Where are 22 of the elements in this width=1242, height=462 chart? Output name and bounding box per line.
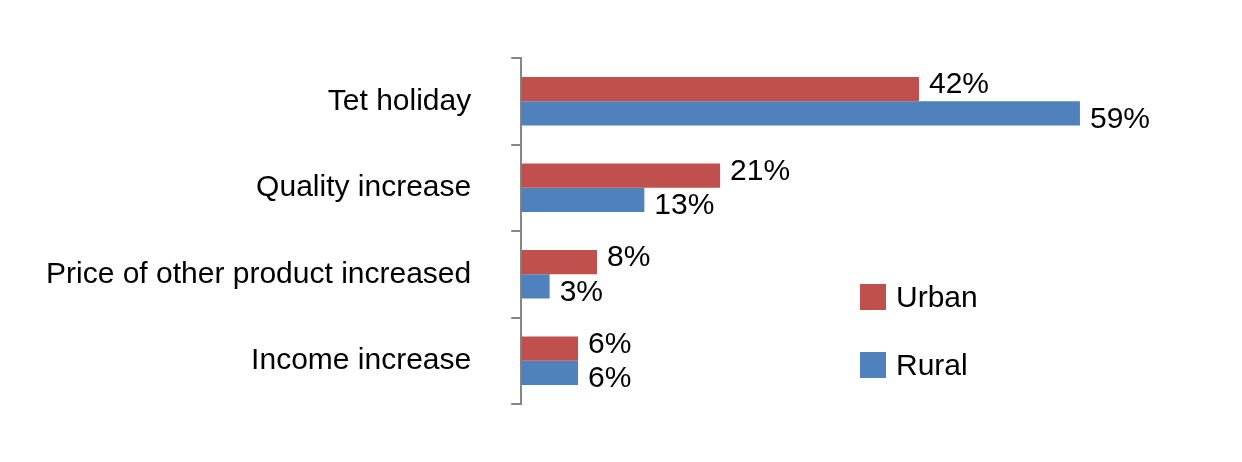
bar [521, 187, 645, 212]
legend-label: Rural [896, 348, 968, 382]
data-label: 42% [928, 66, 990, 100]
data-label: 6% [588, 360, 632, 394]
bar [521, 77, 919, 102]
bar [521, 250, 597, 275]
y-tick-label: Tet holiday [327, 82, 472, 116]
y-tick-label: Quality increase [256, 169, 472, 203]
bar [521, 336, 579, 361]
bar [521, 274, 550, 299]
data-label: 6% [588, 325, 632, 359]
data-label: 59% [1089, 100, 1150, 134]
bar [521, 360, 579, 385]
data-label: 3% [559, 273, 603, 307]
bar [521, 163, 721, 188]
data-label: 8% [606, 239, 651, 273]
legend-label: Urban [896, 280, 978, 314]
y-tick-label: Price of other product increased [46, 255, 472, 289]
data-label: 13% [654, 187, 715, 221]
bar [521, 101, 1080, 126]
data-label: 21% [730, 152, 791, 186]
y-tick-label: Income increase [251, 342, 472, 376]
